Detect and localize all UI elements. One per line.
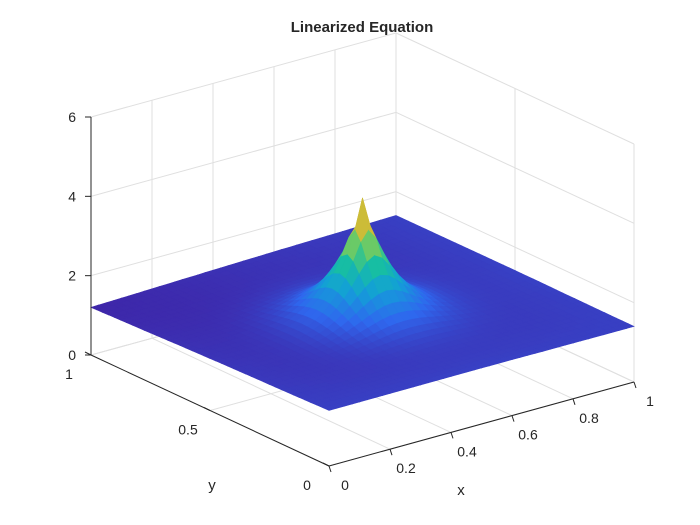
z-tick-label: 6 <box>68 109 76 125</box>
wall-grid-z <box>395 32 635 145</box>
surface-mesh <box>90 197 635 411</box>
tick-labels: 0 0.2 0.4 0.6 0.8 1 0 0.5 1 0 2 4 6 <box>65 109 654 493</box>
x-tick-mark <box>328 465 332 473</box>
z-tick-label: 4 <box>68 188 76 204</box>
wall-grid-z <box>90 111 397 197</box>
chart-title: Linearized Equation <box>291 19 434 36</box>
y-tick-label: 1 <box>65 366 73 382</box>
x-tick-mark <box>389 449 393 456</box>
x-tick-label: 0 <box>341 477 349 493</box>
x-tick-label: 0.6 <box>518 427 538 443</box>
axes-lines <box>84 116 637 473</box>
wall-grid-z <box>90 32 397 118</box>
y-tick-label: 0 <box>303 477 311 493</box>
x-tick-label: 0.8 <box>579 410 599 426</box>
x-tick-mark <box>633 381 637 389</box>
x-tick-label: 0.4 <box>457 443 477 459</box>
wall-grid-z <box>90 191 397 277</box>
x-tick-label: 0.2 <box>396 460 416 476</box>
z-tick-label: 0 <box>68 347 76 363</box>
y-tick-label: 0.5 <box>178 422 198 438</box>
x-tick-label: 1 <box>646 393 654 409</box>
wall-grid-z <box>395 191 635 304</box>
z-tick-label: 2 <box>68 268 76 284</box>
x-tick-mark <box>511 415 515 422</box>
x-tick-mark <box>572 398 576 405</box>
y-tick-mark <box>203 407 211 411</box>
x-axis-line <box>328 381 635 467</box>
y-tick-mark <box>322 462 330 467</box>
y-axis-label: y <box>208 477 216 494</box>
x-axis-label: x <box>457 482 465 499</box>
wall-grid-z <box>395 111 635 224</box>
x-tick-mark <box>450 432 454 439</box>
surface-patch <box>322 405 338 411</box>
